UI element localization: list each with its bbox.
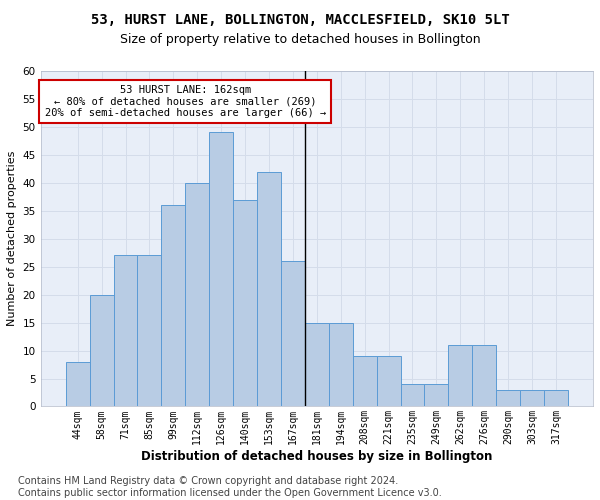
Bar (305, 322, 329, 406)
Text: 53 HURST LANE: 162sqm
← 80% of detached houses are smaller (269)
20% of semi-det: 53 HURST LANE: 162sqm ← 80% of detached … (44, 85, 326, 118)
Bar (257, 172, 281, 406)
Bar (353, 356, 377, 406)
Bar (161, 205, 185, 406)
Bar (113, 256, 137, 406)
Bar (281, 261, 305, 406)
Bar (520, 390, 544, 406)
Text: Size of property relative to detached houses in Bollington: Size of property relative to detached ho… (119, 32, 481, 46)
Bar (472, 345, 496, 406)
Bar (448, 345, 472, 406)
Bar (496, 390, 520, 406)
Bar (137, 256, 161, 406)
Bar (209, 132, 233, 406)
Bar (424, 384, 448, 406)
Bar (185, 183, 209, 406)
Text: 53, HURST LANE, BOLLINGTON, MACCLESFIELD, SK10 5LT: 53, HURST LANE, BOLLINGTON, MACCLESFIELD… (91, 12, 509, 26)
Bar (401, 384, 424, 406)
Y-axis label: Number of detached properties: Number of detached properties (7, 151, 17, 326)
Bar (233, 200, 257, 406)
X-axis label: Distribution of detached houses by size in Bollington: Distribution of detached houses by size … (141, 450, 493, 463)
Text: Contains HM Land Registry data © Crown copyright and database right 2024.
Contai: Contains HM Land Registry data © Crown c… (18, 476, 442, 498)
Bar (377, 356, 401, 406)
Bar (66, 362, 89, 406)
Bar (89, 294, 113, 406)
Bar (329, 322, 353, 406)
Bar (544, 390, 568, 406)
